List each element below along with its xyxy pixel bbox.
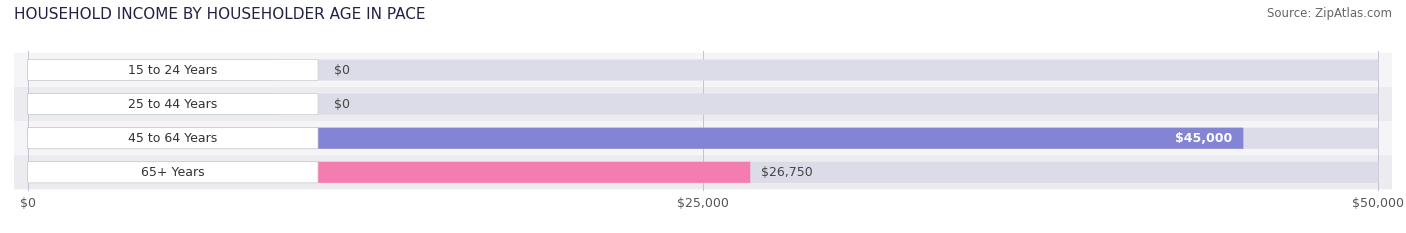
Text: 15 to 24 Years: 15 to 24 Years <box>128 64 218 76</box>
FancyBboxPatch shape <box>28 93 274 115</box>
FancyBboxPatch shape <box>28 93 1378 115</box>
FancyBboxPatch shape <box>28 59 274 81</box>
Text: HOUSEHOLD INCOME BY HOUSEHOLDER AGE IN PACE: HOUSEHOLD INCOME BY HOUSEHOLDER AGE IN P… <box>14 7 426 22</box>
FancyBboxPatch shape <box>28 128 318 149</box>
FancyBboxPatch shape <box>14 53 1392 87</box>
Text: $0: $0 <box>335 98 350 111</box>
FancyBboxPatch shape <box>14 121 1392 155</box>
FancyBboxPatch shape <box>28 162 318 183</box>
Text: Source: ZipAtlas.com: Source: ZipAtlas.com <box>1267 7 1392 20</box>
FancyBboxPatch shape <box>14 155 1392 189</box>
Text: $45,000: $45,000 <box>1175 132 1233 145</box>
FancyBboxPatch shape <box>28 128 1378 149</box>
Text: $26,750: $26,750 <box>761 166 813 179</box>
Text: 45 to 64 Years: 45 to 64 Years <box>128 132 218 145</box>
FancyBboxPatch shape <box>28 128 1243 149</box>
Text: 25 to 44 Years: 25 to 44 Years <box>128 98 218 111</box>
Text: 65+ Years: 65+ Years <box>141 166 205 179</box>
Text: $0: $0 <box>335 64 350 76</box>
FancyBboxPatch shape <box>28 59 318 81</box>
FancyBboxPatch shape <box>28 59 1378 81</box>
FancyBboxPatch shape <box>28 162 751 183</box>
FancyBboxPatch shape <box>28 93 318 115</box>
FancyBboxPatch shape <box>28 162 1378 183</box>
FancyBboxPatch shape <box>14 87 1392 121</box>
